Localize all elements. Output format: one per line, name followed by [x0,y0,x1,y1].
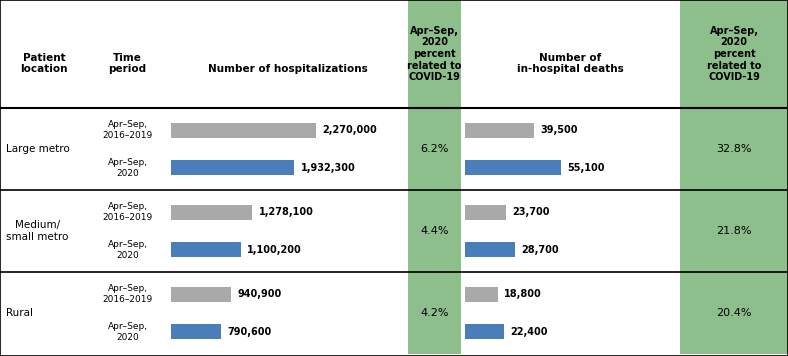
Bar [408,272,461,354]
Text: Apr–Sep,
2020: Apr–Sep, 2020 [108,322,147,341]
Text: Apr–Sep,
2016–2019: Apr–Sep, 2016–2019 [102,203,153,222]
Bar [408,108,461,190]
Bar [680,108,788,190]
Bar [680,190,788,272]
Bar [0,108,408,190]
Bar [461,0,680,108]
Text: Apr–Sep,
2016–2019: Apr–Sep, 2016–2019 [102,284,153,304]
Bar [0,0,408,108]
Text: 39,500: 39,500 [541,125,578,135]
Text: Number of
in-hospital deaths: Number of in-hospital deaths [517,53,624,74]
Text: 6.2%: 6.2% [420,144,449,154]
Bar [171,324,221,339]
Text: 790,600: 790,600 [228,327,272,337]
Text: Apr–Sep,
2020
percent
related to
COVID-19: Apr–Sep, 2020 percent related to COVID-1… [407,26,462,82]
Bar [0,190,408,272]
Bar [408,0,461,108]
Bar [0,272,408,354]
Text: Apr–Sep,
2020: Apr–Sep, 2020 [108,158,147,178]
Text: 55,100: 55,100 [567,163,605,173]
Text: 18,800: 18,800 [504,289,542,299]
Text: 1,278,100: 1,278,100 [258,207,314,217]
Text: Apr–Sep,
2020
percent
related to
COVID-19: Apr–Sep, 2020 percent related to COVID-1… [707,26,761,82]
Bar [465,205,507,220]
Bar [408,190,461,272]
Text: Number of hospitalizations: Number of hospitalizations [208,64,367,74]
Text: 28,700: 28,700 [522,245,559,255]
Text: 1,932,300: 1,932,300 [300,163,355,173]
Text: 4.4%: 4.4% [420,226,449,236]
Bar [465,123,534,137]
Text: Time
period: Time period [109,53,147,74]
Bar [465,161,561,175]
Bar [461,190,680,272]
Bar [680,0,788,108]
Text: Apr–Sep,
2016–2019: Apr–Sep, 2016–2019 [102,120,153,140]
Text: 940,900: 940,900 [237,289,281,299]
Bar [171,123,316,137]
Text: 2,270,000: 2,270,000 [322,125,377,135]
Text: 4.2%: 4.2% [420,308,449,318]
Text: Patient
location: Patient location [20,53,68,74]
Bar [171,161,294,175]
Text: Rural: Rural [6,308,33,318]
Bar [171,205,252,220]
Text: 23,700: 23,700 [513,207,550,217]
Bar [465,287,498,302]
Text: 32.8%: 32.8% [716,144,752,154]
Bar [461,272,680,354]
Text: 22,400: 22,400 [511,327,548,337]
Bar [465,324,504,339]
Text: Large metro: Large metro [6,144,70,154]
Bar [461,108,680,190]
Text: 1,100,200: 1,100,200 [247,245,302,255]
Text: 20.4%: 20.4% [716,308,752,318]
Text: 21.8%: 21.8% [716,226,752,236]
Bar [171,287,231,302]
Bar [171,242,241,257]
Text: Apr–Sep,
2020: Apr–Sep, 2020 [108,240,147,260]
Bar [465,242,515,257]
Bar [680,272,788,354]
Text: Medium/
small metro: Medium/ small metro [6,220,69,242]
